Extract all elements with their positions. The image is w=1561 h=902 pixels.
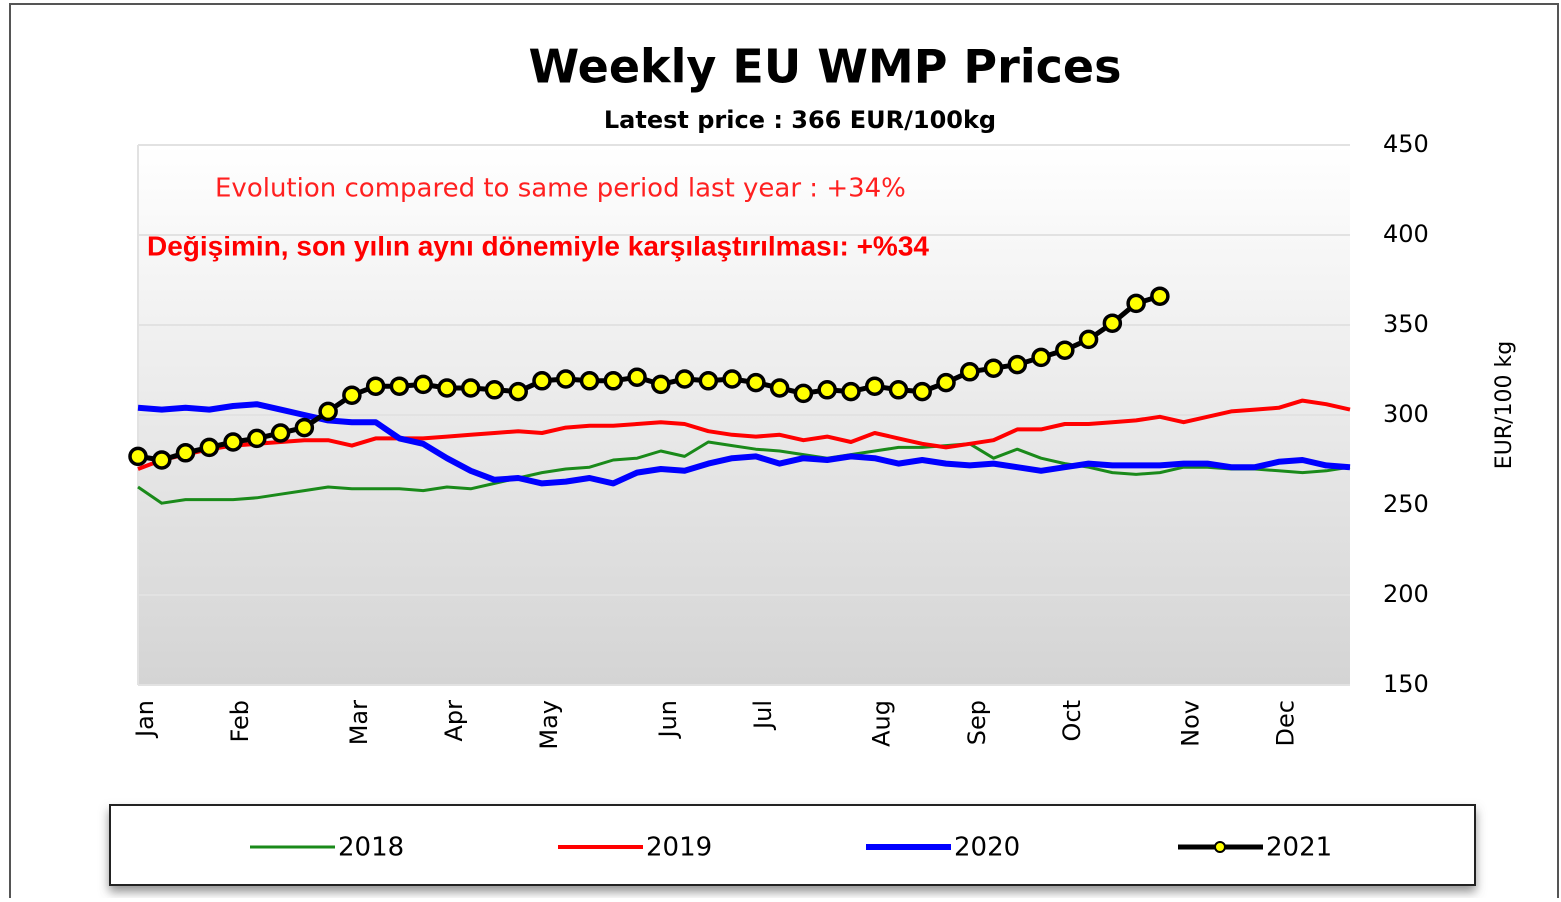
marker xyxy=(1150,286,1170,306)
chart-title: Weekly EU WMP Prices xyxy=(529,40,1122,94)
marker xyxy=(389,376,410,396)
marker xyxy=(199,437,220,458)
marker xyxy=(437,378,457,398)
x-tick-label: Oct xyxy=(1058,700,1086,742)
marker xyxy=(1007,354,1028,375)
legend-label: 2021 xyxy=(1266,833,1332,863)
marker xyxy=(793,383,814,404)
marker xyxy=(960,362,980,382)
marker xyxy=(270,423,291,443)
marker xyxy=(746,372,766,393)
marker xyxy=(627,367,647,387)
marker xyxy=(294,417,315,438)
marker xyxy=(1126,293,1146,314)
x-tick-label: Feb xyxy=(226,700,254,743)
y-tick-label: 350 xyxy=(1383,310,1429,338)
x-tick-label: Jun xyxy=(654,700,682,740)
series-line xyxy=(137,398,1351,471)
marker xyxy=(603,371,624,391)
y-tick-label: 200 xyxy=(1383,580,1429,608)
y-tick-label: 450 xyxy=(1383,130,1429,158)
marker xyxy=(152,450,172,470)
marker xyxy=(556,369,576,389)
series-line xyxy=(137,401,1351,487)
legend-marker xyxy=(1214,841,1226,853)
x-tick-label: Dec xyxy=(1272,700,1300,746)
marker xyxy=(342,385,362,405)
marker xyxy=(888,380,909,400)
marker xyxy=(769,378,790,398)
marker xyxy=(841,381,861,402)
x-tick-label: May xyxy=(535,700,563,750)
legend-label: 2018 xyxy=(338,833,404,863)
marker xyxy=(864,376,885,396)
y-tick-label: 150 xyxy=(1383,670,1429,698)
x-tick-label: Apr xyxy=(440,700,468,742)
marker xyxy=(128,446,148,467)
y-tick-label: 250 xyxy=(1383,490,1429,518)
marker xyxy=(318,401,338,422)
annotation: Evolution compared to same period last y… xyxy=(215,174,906,204)
marker xyxy=(413,374,433,395)
marker xyxy=(579,371,600,391)
legend-label: 2020 xyxy=(954,833,1020,863)
marker xyxy=(817,380,837,400)
marker xyxy=(247,428,267,449)
marker xyxy=(698,371,719,391)
marker xyxy=(484,380,505,400)
legend-label: 2019 xyxy=(646,833,712,863)
marker xyxy=(722,369,742,389)
x-tick-label: Mar xyxy=(345,700,373,745)
subtitle: Latest price : 366 EUR/100kg xyxy=(604,106,996,134)
marker xyxy=(508,381,528,402)
y-tick-label: 400 xyxy=(1383,220,1429,248)
x-tick-label: Aug xyxy=(868,700,896,747)
x-tick-label: Jul xyxy=(749,700,777,731)
y-tick-label: 300 xyxy=(1383,400,1429,428)
y-axis-label: EUR/100 kg xyxy=(1492,341,1517,469)
x-tick-label: Sep xyxy=(963,700,991,745)
frame xyxy=(9,3,1559,902)
marker xyxy=(1031,347,1051,368)
series-line xyxy=(137,440,1351,505)
x-tick-label: Jan xyxy=(131,700,159,739)
marker xyxy=(912,381,932,402)
marker xyxy=(1078,329,1099,350)
marker xyxy=(532,371,552,391)
marker xyxy=(983,358,1004,378)
marker xyxy=(651,374,671,395)
marker xyxy=(1102,313,1123,333)
marker xyxy=(365,376,386,396)
marker xyxy=(1055,340,1075,360)
marker xyxy=(223,432,243,452)
marker xyxy=(674,369,695,389)
marker xyxy=(460,378,481,398)
marker xyxy=(936,372,956,393)
marker xyxy=(175,443,196,463)
x-tick-label: Nov xyxy=(1177,700,1205,747)
